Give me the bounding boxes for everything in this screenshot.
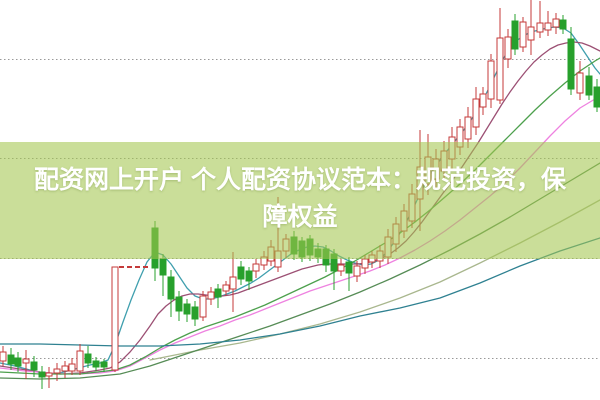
candle-up [408, 193, 416, 222]
candle-down [567, 38, 575, 90]
ma-fast-teal [0, 26, 600, 375]
candle-up [252, 263, 260, 272]
candle-up [22, 358, 30, 364]
candle-down [298, 240, 306, 258]
candle-up [76, 350, 84, 372]
ma-green-slow [0, 162, 600, 380]
candle-up [576, 72, 584, 94]
candle-down [214, 288, 222, 298]
candle-down [175, 296, 183, 312]
candle-up [361, 258, 369, 269]
candle-up [432, 158, 440, 180]
candle-down [167, 276, 175, 300]
candle-down [330, 253, 338, 272]
candle-up [274, 250, 282, 268]
candle-up [207, 291, 215, 300]
candle-up [496, 37, 504, 101]
candle-down [38, 371, 46, 378]
candle-up [61, 365, 69, 372]
candle-down [345, 261, 353, 274]
candle-down [559, 19, 567, 30]
candle-down [314, 248, 322, 258]
candle-up [424, 156, 432, 185]
ma-maroon [0, 41, 600, 375]
ma-magenta [0, 95, 600, 375]
candle-up [504, 36, 512, 60]
ma-green-mid [0, 57, 600, 375]
candle-down [84, 353, 92, 364]
candle-up [53, 368, 61, 374]
candle-down [245, 270, 253, 282]
candle-up [282, 238, 290, 252]
candle-up [416, 166, 424, 200]
candle-up [448, 136, 456, 160]
candle-down [151, 227, 159, 269]
candle-up [229, 276, 237, 290]
candle-down [183, 303, 191, 315]
candle-up [479, 93, 487, 108]
ma-slow-teal [0, 237, 600, 347]
candle-up [45, 372, 53, 377]
candle-down [14, 357, 22, 367]
candle-up [68, 363, 76, 372]
candle-up [456, 126, 464, 148]
candle-up [337, 264, 345, 272]
candle-up [472, 98, 480, 128]
candle-up [267, 246, 275, 262]
candle-up [392, 223, 400, 245]
candle-up [199, 295, 207, 318]
candle-up [544, 22, 552, 31]
candle-up [376, 250, 384, 262]
candle-down [191, 306, 199, 320]
candle-up [353, 265, 361, 277]
candle-up [536, 22, 544, 33]
candle-down [159, 258, 167, 276]
candle-down [100, 361, 108, 368]
candle-up [400, 210, 408, 232]
candle-down [7, 354, 15, 365]
candle-down [511, 20, 519, 50]
candle-down [92, 360, 100, 368]
candle-down [593, 86, 600, 108]
candle-down [306, 238, 314, 256]
candle-up [527, 26, 535, 41]
candle-down [30, 361, 38, 371]
candle-down [322, 248, 330, 266]
ma-sage [149, 199, 600, 361]
candle-down [237, 266, 245, 280]
candle-down [290, 236, 298, 255]
candle-up [487, 60, 495, 100]
candle-up [519, 21, 527, 48]
candle-up [368, 254, 376, 263]
candle-up [260, 256, 268, 266]
candle-up [440, 150, 448, 172]
candle-up [111, 266, 119, 371]
candle-up [552, 18, 560, 28]
candle-up [384, 236, 392, 258]
candle-up [464, 116, 472, 140]
candle-up [222, 284, 230, 292]
candle-up [0, 351, 7, 362]
candle-down [585, 75, 593, 96]
